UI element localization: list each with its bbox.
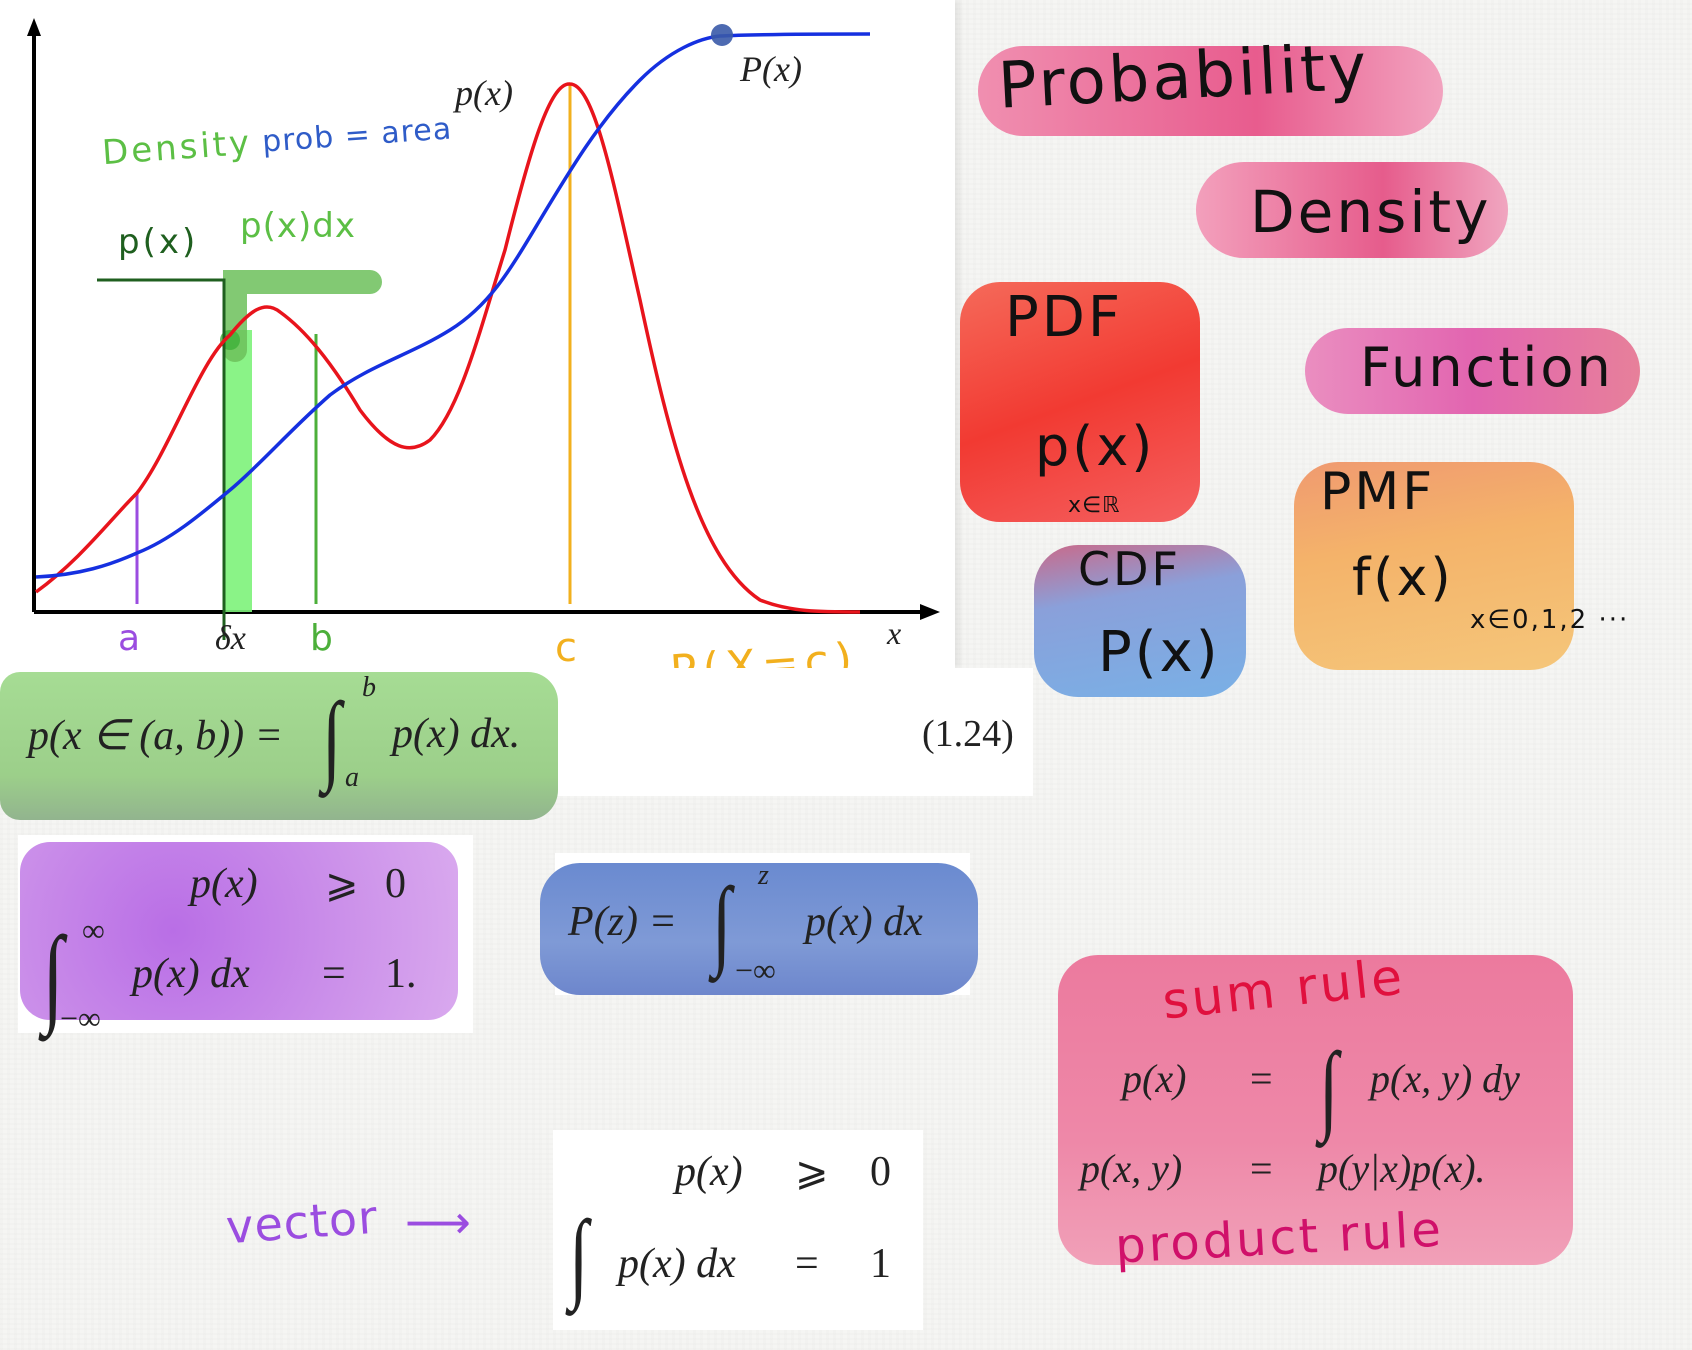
nonneg-r1-op: ⩾ [325,861,359,906]
rules-r1-rhs: p(x, y) dy [1370,1056,1520,1101]
eq124-lower: a [345,762,359,793]
rules-r1-lhs: p(x) [1122,1056,1187,1101]
nonneg-integral-icon: ∫ [42,914,64,1036]
nonneg-upper: ∞ [82,912,105,948]
marker-dx-label: δx [215,620,246,657]
rules-r2-lhs: p(x, y) [1080,1146,1183,1191]
eq124-rhs: p(x) dx. [392,711,521,757]
nonneg-r1-lhs: p(x) [190,861,258,907]
nonneg-lower: −∞ [60,1000,101,1036]
px-height-line [97,278,226,640]
pxdx-bracket [223,270,382,362]
tag-density: Density [1250,178,1492,246]
vector-r1-lhs: p(x) [675,1149,743,1195]
function-wash [1305,328,1640,414]
vector-arrow-icon: ⟶ [405,1195,474,1249]
probability-wash [978,46,1443,136]
eq124-wash [0,672,558,820]
pdf-curve-label: p(x) [455,73,513,113]
pdf-wash [960,282,1200,522]
cdf-eq-wash [540,863,978,995]
vector-note: vector [224,1189,380,1255]
note-pxdx: p(x)dx [240,206,356,246]
rules-r2-rhs: p(y|x)p(x). [1318,1146,1486,1191]
vector-r1-op: ⩾ [795,1149,829,1194]
cdf-eq-upper: z [758,860,769,891]
vector-r2-lhs: p(x) dx [618,1241,736,1287]
cdf-eq-integral-icon: ∫ [712,867,732,978]
nonneg-r2-lhs: p(x) dx [132,951,250,997]
pdf-curve [34,82,861,614]
nonneg-r2-op: = [322,951,346,997]
marker-a-label: a [118,618,144,659]
marker-b-label: b [310,618,336,659]
vector-integral-icon: ∫ [569,1200,589,1311]
note-px: p(x) [118,222,199,262]
cdf-endpoint [711,24,733,46]
rules-r1-op: = [1250,1056,1273,1101]
tag-cdf-title: CDF [1078,542,1181,596]
density-wash [1196,162,1508,258]
tag-pdf-domain: x∈ℝ [1068,493,1121,518]
pmf-wash [1294,462,1574,670]
rules-wash [1058,955,1573,1265]
tag-pdf-func: p(x) [1035,415,1156,478]
tag-pmf-title: PMF [1320,462,1436,522]
nonneg-r2-rhs: 1. [385,951,417,997]
x-axis-label: x [887,615,902,651]
cdf-eq-lower: −∞ [735,952,776,988]
rules-r2-op: = [1250,1146,1273,1191]
cdf-eq-lhs: P(z) = [568,899,677,945]
nonneg-r1-rhs: 0 [385,861,406,907]
eq124-number: (1.24) [922,713,1014,755]
cdf-wash [1034,545,1246,697]
cdf-curve-label: P(x) [740,49,802,89]
eq124-upper: b [362,672,376,703]
x-axis-arrow-icon [920,604,940,620]
tag-cdf-func: P(x) [1098,620,1221,685]
vector-r2-rhs: 1 [870,1241,891,1287]
nonneg-wash [20,842,458,1020]
tag-pmf-func: f(x) [1352,548,1454,608]
rules-integral-icon: ∫ [1319,1032,1339,1143]
tag-pdf-title: PDF [1005,285,1124,350]
dx-band [223,330,252,612]
eq124-integral-icon: ∫ [322,682,342,793]
vector-r2-op: = [795,1241,819,1287]
tag-function: Function [1360,336,1614,399]
tag-pmf-domain: x∈0,1,2 ··· [1470,605,1630,635]
eq124-lhs: p(x ∈ (a, b)) = [28,713,284,759]
cdf-eq-rhs: p(x) dx [805,899,923,945]
marker-c-label: c [555,625,580,671]
vector-r1-rhs: 0 [870,1149,891,1195]
y-axis-arrow-icon [27,18,41,36]
cdf-curve [35,32,871,579]
vector-eq-card [553,1130,923,1330]
